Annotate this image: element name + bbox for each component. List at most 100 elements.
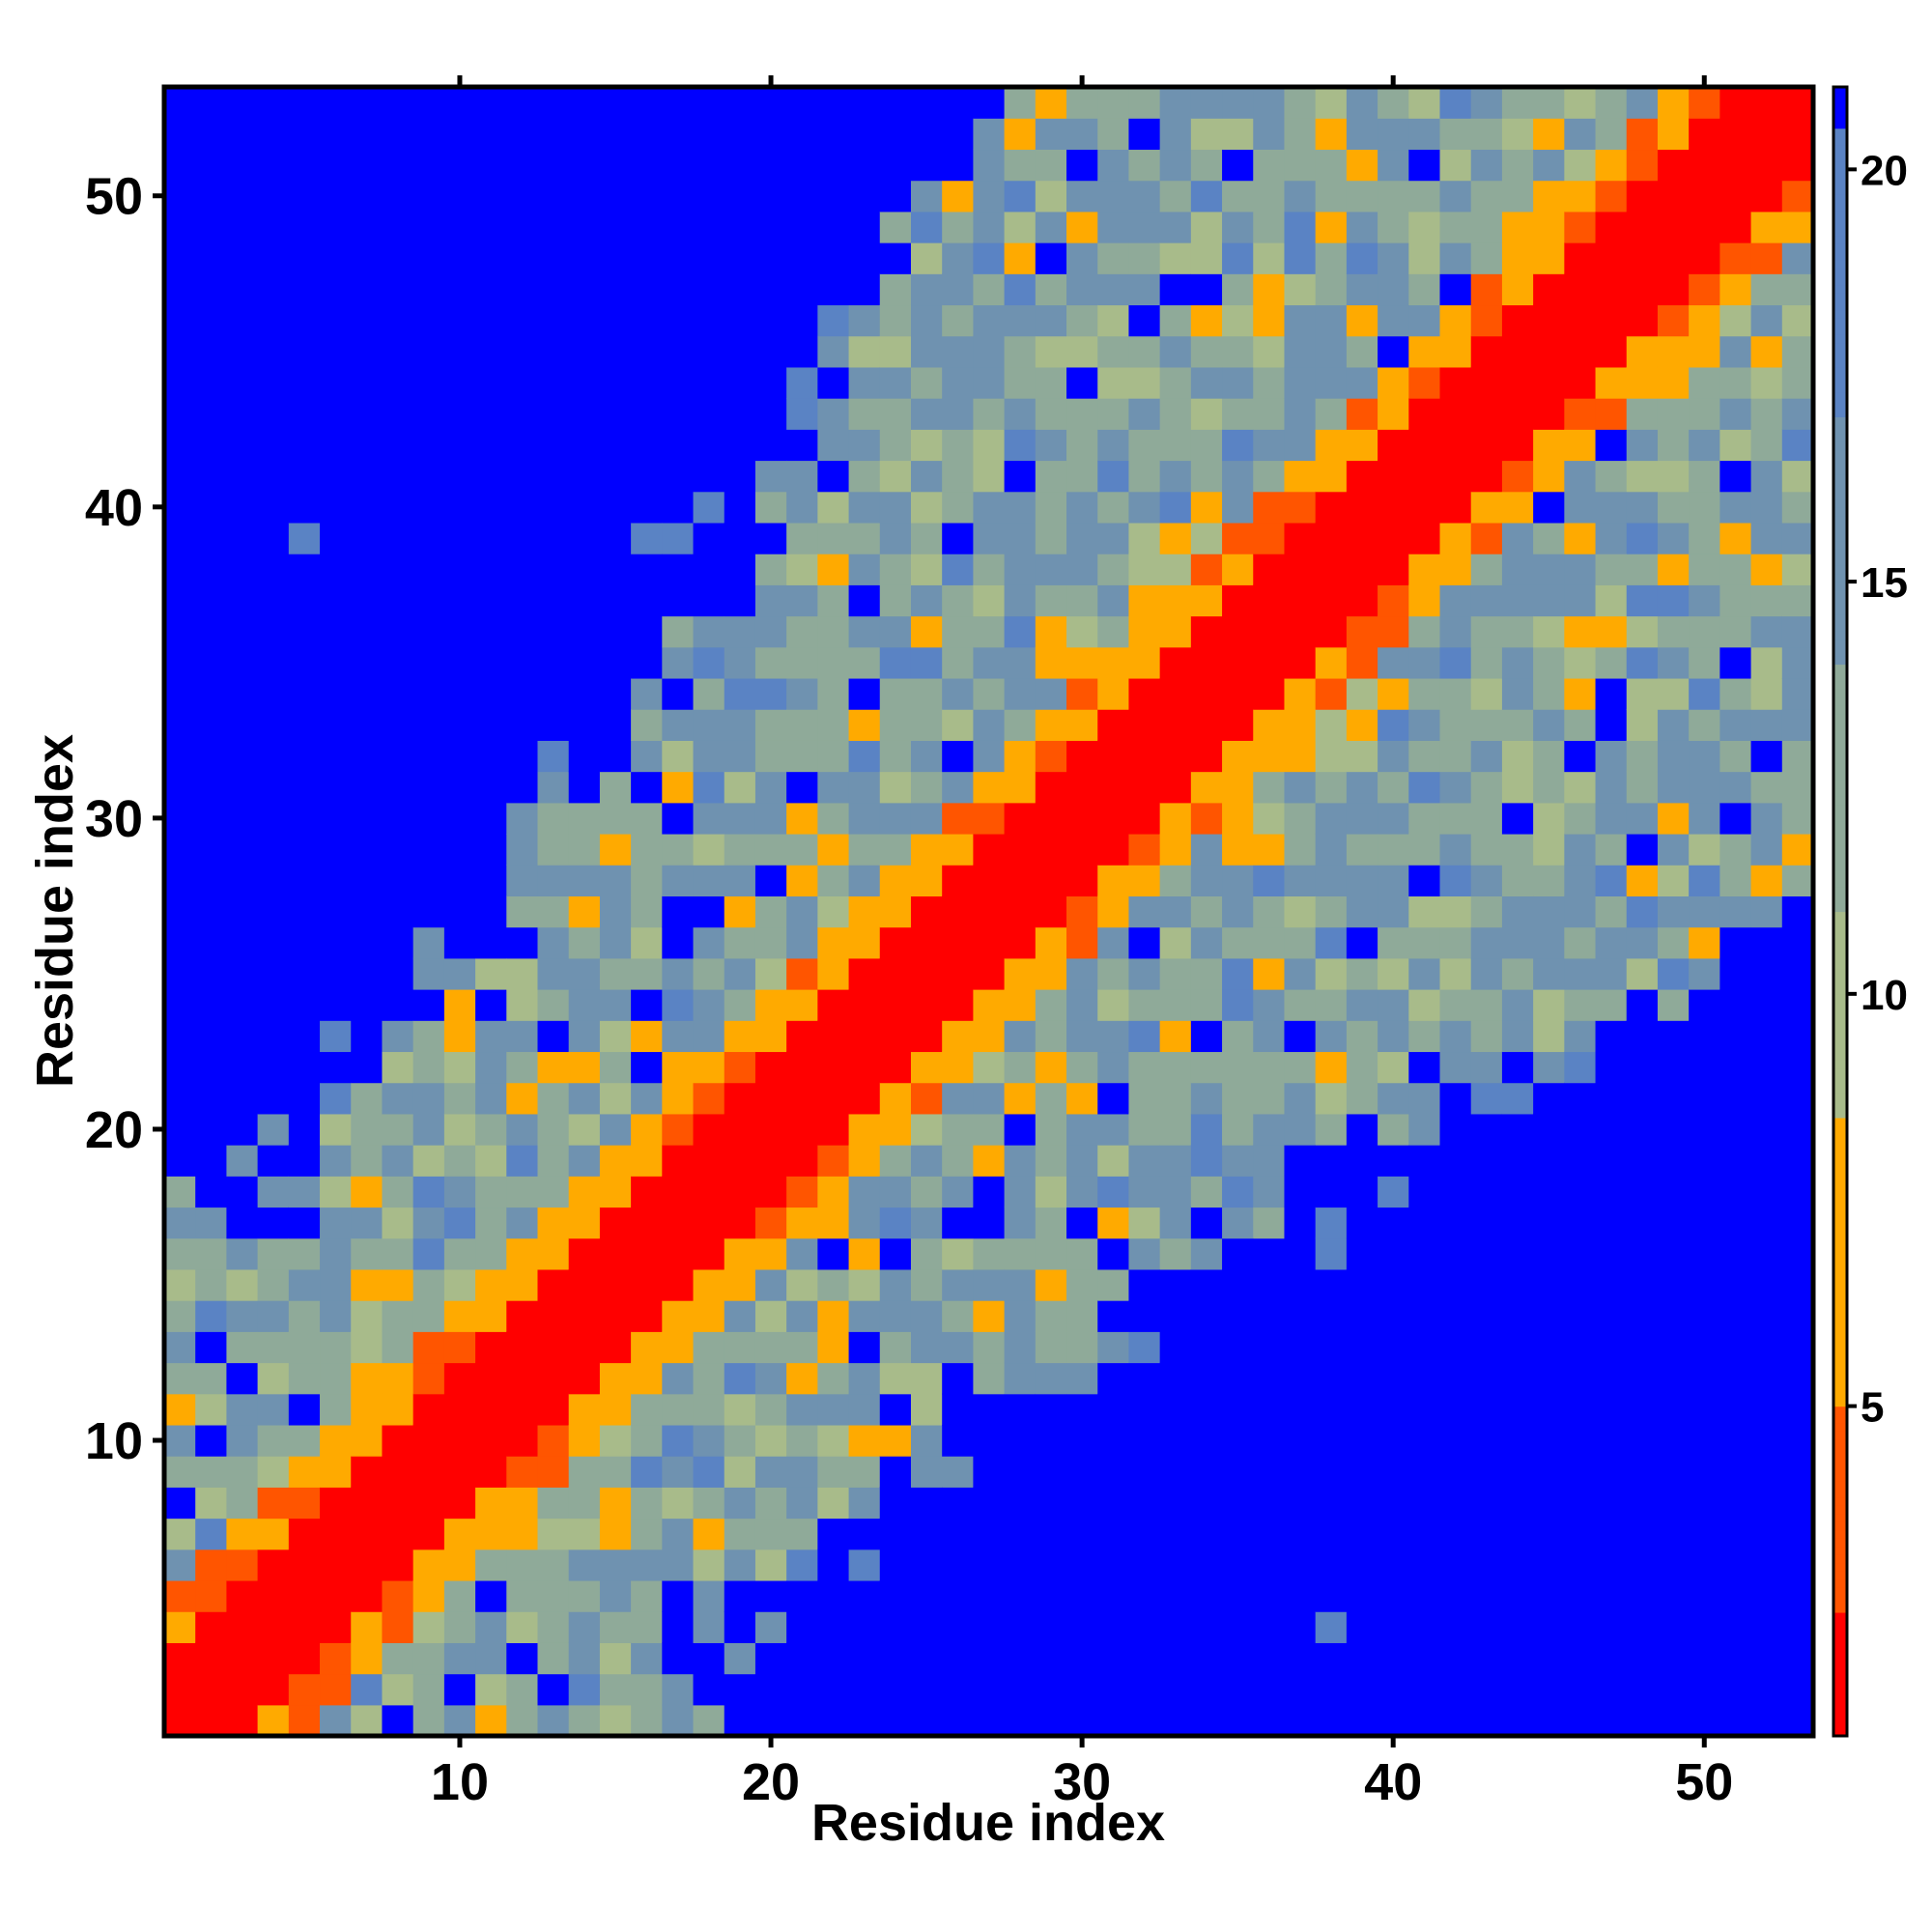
heatmap-cell <box>1315 1113 1348 1146</box>
heatmap-cell <box>1533 865 1565 896</box>
heatmap-cell <box>631 522 663 554</box>
heatmap-cell <box>1378 149 1409 182</box>
heatmap-cell <box>1128 366 1161 399</box>
heatmap-cell <box>724 615 756 648</box>
heatmap-cell <box>195 1424 228 1457</box>
heatmap-cell <box>351 1300 384 1332</box>
heatmap-cell <box>1657 242 1690 274</box>
heatmap-cell <box>1097 709 1130 741</box>
heatmap-cell <box>817 1579 850 1612</box>
heatmap-cell <box>1689 1020 1720 1053</box>
heatmap-cell <box>1470 1300 1503 1332</box>
heatmap-cell <box>195 180 228 213</box>
heatmap-cell <box>1470 740 1503 773</box>
heatmap-cell <box>1781 460 1814 493</box>
heatmap-cell <box>942 554 974 585</box>
heatmap-cell <box>1378 273 1409 306</box>
heatmap-cell <box>1501 211 1534 243</box>
heatmap-cell <box>382 335 414 368</box>
heatmap-cell <box>817 615 850 648</box>
heatmap-cell <box>164 926 196 959</box>
heatmap-cell <box>693 865 725 896</box>
heatmap-cell <box>1750 1237 1783 1270</box>
heatmap-cell <box>506 1207 539 1239</box>
heatmap-cell <box>973 1145 1006 1177</box>
heatmap-cell <box>1626 709 1659 741</box>
heatmap-cell <box>257 1548 290 1581</box>
heatmap-cell <box>195 615 228 648</box>
heatmap-cell <box>693 1237 725 1270</box>
heatmap-cell <box>257 211 290 243</box>
heatmap-cell <box>724 584 756 617</box>
plot-frame <box>161 84 1816 1739</box>
heatmap-cell <box>1222 740 1254 773</box>
heatmap-cell <box>1190 1611 1223 1643</box>
heatmap-cell <box>599 957 632 990</box>
heatmap-cell <box>1066 429 1098 462</box>
heatmap-cell <box>320 1704 352 1737</box>
heatmap-cell <box>848 149 881 182</box>
heatmap-cell <box>1595 771 1628 804</box>
heatmap-cell <box>382 1145 414 1177</box>
heatmap-cell <box>443 1548 476 1581</box>
heatmap-cell <box>1159 1642 1192 1675</box>
heatmap-cell <box>1719 1207 1752 1239</box>
heatmap-cell <box>1781 1268 1814 1301</box>
colorbar-segment <box>1833 1035 1847 1044</box>
heatmap-cell <box>1159 491 1192 524</box>
colorbar-segment <box>1833 1611 1847 1622</box>
heatmap-cell <box>1159 1673 1192 1706</box>
heatmap-cell <box>257 304 290 337</box>
heatmap-cell <box>910 802 943 835</box>
heatmap-cell <box>1284 833 1317 866</box>
heatmap-cell <box>1689 1642 1720 1675</box>
heatmap-cell <box>1159 1020 1192 1053</box>
heatmap-cell <box>817 1176 850 1208</box>
heatmap-cell <box>1781 180 1814 213</box>
heatmap-cell <box>568 1082 601 1115</box>
heatmap-cell <box>1564 1300 1597 1332</box>
heatmap-cell <box>973 522 1006 554</box>
heatmap-cell <box>1595 554 1628 585</box>
heatmap-cell <box>631 398 663 430</box>
heatmap-cell <box>1190 335 1223 368</box>
heatmap-cell <box>1781 1176 1814 1208</box>
heatmap-cell <box>1159 802 1192 835</box>
heatmap-cell <box>1066 335 1098 368</box>
heatmap-cell <box>817 926 850 959</box>
heatmap-cell <box>1501 646 1534 679</box>
heatmap-cell <box>1066 1548 1098 1581</box>
heatmap-cell <box>879 242 912 274</box>
heatmap-cell <box>1657 1237 1690 1270</box>
heatmap-cell <box>754 1424 787 1457</box>
heatmap-cell <box>1066 1673 1098 1706</box>
heatmap-cell <box>320 677 352 710</box>
heatmap-cell <box>288 1362 321 1395</box>
heatmap-cell <box>693 522 725 554</box>
heatmap-cell <box>1190 522 1223 554</box>
heatmap-cell <box>351 584 384 617</box>
heatmap-cell <box>1346 429 1378 462</box>
heatmap-cell <box>1781 895 1814 928</box>
heatmap-cell <box>1595 1393 1628 1426</box>
heatmap-cell <box>1689 398 1720 430</box>
colorbar-segment <box>1833 837 1847 846</box>
heatmap-cell <box>1284 1051 1317 1084</box>
colorbar-segment <box>1833 1151 1847 1160</box>
colorbar-segment <box>1833 1331 1847 1341</box>
heatmap-cell <box>288 802 321 835</box>
heatmap-cell <box>164 87 196 119</box>
heatmap-cell <box>1346 366 1378 399</box>
heatmap-cell <box>1190 802 1223 835</box>
heatmap-cell <box>1533 398 1565 430</box>
heatmap-cell <box>226 491 259 524</box>
heatmap-cell <box>1315 771 1348 804</box>
heatmap-cell <box>1439 677 1472 710</box>
heatmap-cell <box>1284 802 1317 835</box>
heatmap-cell <box>879 211 912 243</box>
heatmap-cell <box>1346 273 1378 306</box>
heatmap-cell <box>475 522 507 554</box>
heatmap-cell <box>1564 1051 1597 1084</box>
heatmap-cell <box>1284 273 1317 306</box>
